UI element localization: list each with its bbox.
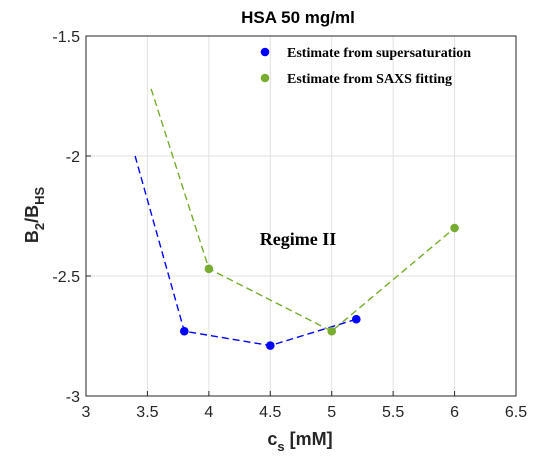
y-label-b: B: [22, 230, 42, 243]
series-1-point: [179, 326, 189, 336]
series-2-point: [327, 326, 337, 336]
legend-marker: [260, 47, 270, 57]
x-label-rest: [mM]: [285, 429, 333, 449]
plot-area-frame: [85, 35, 517, 397]
x-label-main: c: [267, 429, 277, 449]
x-axis-label: cs [mM]: [267, 429, 332, 454]
legend-label: Estimate from supersaturation: [287, 46, 471, 61]
y-tick-label: -2: [66, 149, 80, 166]
legend: Estimate from supersaturation Estimate fr…: [260, 46, 471, 87]
legend-label: Estimate from SAXS fitting: [287, 72, 452, 87]
y-axis-label: B2/BHS: [22, 187, 47, 244]
grid: [86, 36, 516, 396]
x-tick-label: 3.5: [136, 404, 158, 421]
y-label-mid: /B: [22, 205, 42, 223]
series-1-fit-line: [134, 155, 357, 347]
series-layer: [134, 88, 459, 350]
y-label-hs-sub: HS: [32, 187, 47, 205]
x-label-sub: s: [277, 439, 284, 454]
series-1-point: [351, 314, 361, 324]
series-1-point: [265, 341, 275, 350]
series-2-fit-line: [150, 88, 456, 333]
y-axis: -3 -2.5 -2 -1.5: [52, 29, 91, 406]
x-tick-label: 4: [204, 404, 213, 421]
x-tick-label: 4.5: [259, 404, 281, 421]
x-tick-label: 6: [450, 404, 459, 421]
y-tick-label: -2.5: [52, 269, 80, 286]
x-tick-label: 3: [82, 404, 91, 421]
series-2-point: [450, 223, 459, 233]
x-tick-label: 5: [327, 404, 336, 421]
regime-annotation: Regime II: [260, 229, 336, 249]
series-2-point: [204, 264, 214, 274]
legend-marker: [260, 73, 270, 83]
x-tick-label: 5.5: [382, 404, 404, 421]
y-label-b-sub: 2: [32, 223, 47, 230]
x-tick-label: 6.5: [505, 404, 527, 421]
y-tick-label: -1.5: [52, 29, 80, 46]
y-tick-label: -3: [66, 389, 80, 406]
chart-title: HSA 50 mg/ml: [241, 8, 355, 27]
x-axis: 3 3.5 4 4.5 5 5.5 6 6.5: [82, 391, 527, 421]
